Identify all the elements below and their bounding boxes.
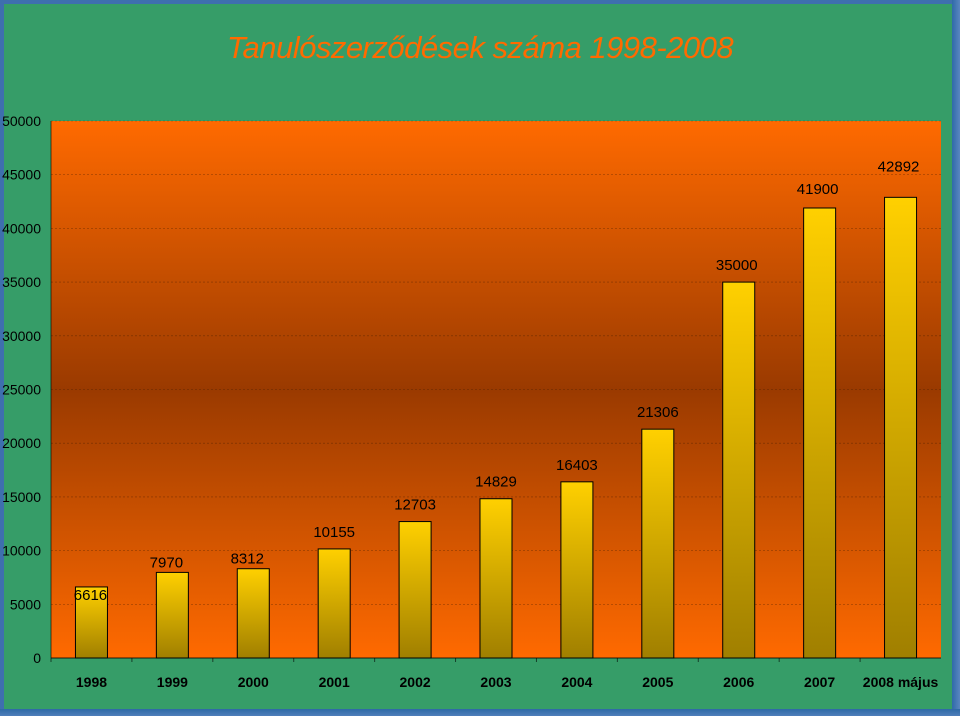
bar: [884, 196, 918, 659]
slide-bottom-edge: [0, 709, 960, 716]
bar: [74, 586, 108, 659]
y-tick-label: 25000: [2, 382, 41, 398]
y-axis-ticks: 0 5000 10000 15000 20000 25000 30000 35000 40000…: [2, 113, 41, 666]
bar: [479, 498, 513, 659]
data-label: 6616: [74, 587, 107, 604]
y-tick-label: 10000: [2, 543, 41, 559]
bar: [722, 281, 756, 659]
data-label: 21306: [637, 404, 679, 421]
x-tick-label: 2007: [804, 674, 835, 690]
x-tick-label: 2000: [238, 674, 269, 690]
slide-right-edge: [952, 0, 960, 716]
bar: [641, 428, 675, 659]
x-tick-label: 2006: [723, 674, 754, 690]
data-label: 42892: [878, 158, 920, 175]
y-tick-label: 50000: [2, 113, 41, 129]
bars: [74, 196, 918, 659]
x-tick-label: 2002: [400, 674, 431, 690]
y-tick-label: 35000: [2, 274, 41, 290]
bar: [155, 571, 189, 659]
y-tick-label: 45000: [2, 167, 41, 183]
y-tick-label: 40000: [2, 220, 41, 236]
bar: [236, 568, 270, 659]
data-label: 41900: [797, 181, 839, 198]
x-tick-label: 2004: [561, 674, 592, 690]
x-tick-label: 1998: [76, 674, 107, 690]
data-label: 14829: [475, 474, 517, 491]
x-tick-label: 2001: [319, 674, 350, 690]
y-tick-label: 5000: [10, 596, 41, 612]
data-label: 8312: [231, 551, 264, 568]
data-label: 16403: [556, 457, 598, 474]
bar: [317, 548, 351, 659]
y-tick-label: 20000: [2, 435, 41, 451]
bar: [803, 207, 837, 659]
x-tick-label: 2008 május: [863, 674, 939, 690]
data-label: 35000: [716, 257, 758, 274]
x-tick-label: 2005: [642, 674, 673, 690]
y-tick-label: 15000: [2, 489, 41, 505]
y-tick-label: 30000: [2, 328, 41, 344]
data-labels: 6616 7970 8312 10155 12703 14829 16403 21306 350…: [74, 158, 920, 604]
y-tick-label: 0: [33, 650, 41, 666]
x-tick-label: 2003: [480, 674, 511, 690]
bar: [398, 521, 432, 659]
chart-title: Tanulószerződések száma 1998-2008: [226, 30, 734, 65]
x-tick-label: 1999: [157, 674, 188, 690]
data-label: 12703: [394, 497, 436, 514]
bar: [560, 481, 594, 659]
data-label: 7970: [150, 554, 183, 571]
data-label: 10155: [313, 524, 355, 541]
x-axis-ticks: 1998 1999 2000 2001 2002 2003 2004 2005 2006 2007…: [76, 674, 939, 690]
